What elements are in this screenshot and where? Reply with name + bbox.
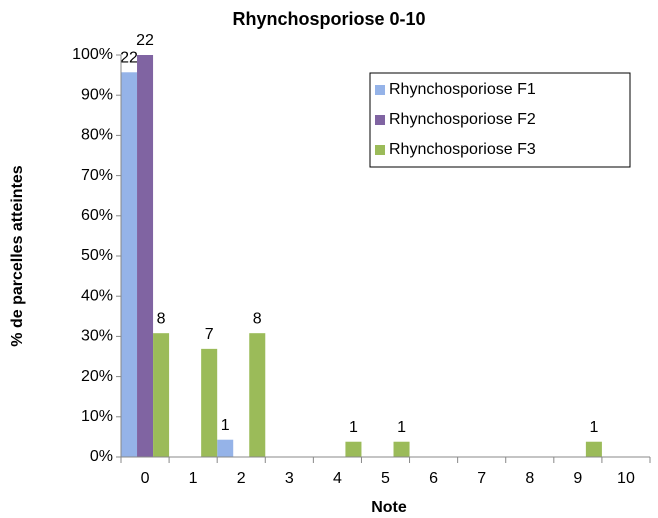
y-tick-label: 30% xyxy=(81,328,113,345)
legend-label: Rhynchosporiose F3 xyxy=(389,141,536,158)
x-axis-label: Note xyxy=(371,499,407,516)
bar xyxy=(201,348,218,457)
x-tick-label: 1 xyxy=(189,470,198,487)
data-label: 1 xyxy=(589,419,598,436)
y-tick-label: 60% xyxy=(81,207,113,224)
data-label: 22 xyxy=(120,50,138,67)
bar xyxy=(345,441,362,457)
legend-label: Rhynchosporiose F2 xyxy=(389,111,536,128)
x-tick-label: 10 xyxy=(617,470,635,487)
data-label: 7 xyxy=(205,326,214,343)
data-label: 22 xyxy=(136,32,154,49)
y-tick-label: 80% xyxy=(81,127,113,144)
x-tick-label: 9 xyxy=(573,470,582,487)
x-tick-label: 6 xyxy=(429,470,438,487)
data-label: 8 xyxy=(253,310,262,327)
y-tick-label: 40% xyxy=(81,287,113,304)
chart-title: Rhynchosporiose 0-10 xyxy=(232,9,425,29)
x-tick-label: 4 xyxy=(333,470,342,487)
x-tick-label: 0 xyxy=(141,470,150,487)
x-tick-label: 7 xyxy=(477,470,486,487)
x-tick-label: 3 xyxy=(285,470,294,487)
y-tick-label: 100% xyxy=(72,46,113,63)
data-label: 1 xyxy=(349,419,358,436)
bar xyxy=(585,441,602,457)
data-label: 1 xyxy=(221,417,230,434)
data-label: 8 xyxy=(157,310,166,327)
y-tick-label: 70% xyxy=(81,167,113,184)
data-label: 1 xyxy=(397,419,406,436)
y-axis-label: % de parcelles atteintes xyxy=(9,165,26,347)
y-tick-label: 90% xyxy=(81,86,113,103)
legend-label: Rhynchosporiose F1 xyxy=(389,81,536,98)
y-tick-label: 50% xyxy=(81,247,113,264)
bar xyxy=(217,439,234,457)
bar xyxy=(121,72,138,457)
bar xyxy=(137,55,154,457)
x-tick-label: 2 xyxy=(237,470,246,487)
legend-swatch xyxy=(375,85,385,95)
legend-swatch xyxy=(375,115,385,125)
legend-swatch xyxy=(375,145,385,155)
bar xyxy=(393,441,410,457)
x-tick-label: 8 xyxy=(525,470,534,487)
bar xyxy=(153,333,170,457)
y-tick-label: 20% xyxy=(81,368,113,385)
x-tick-label: 5 xyxy=(381,470,390,487)
legend-box xyxy=(369,72,631,168)
y-tick-label: 0% xyxy=(90,448,113,465)
y-tick-label: 10% xyxy=(81,408,113,425)
bar xyxy=(249,333,266,457)
